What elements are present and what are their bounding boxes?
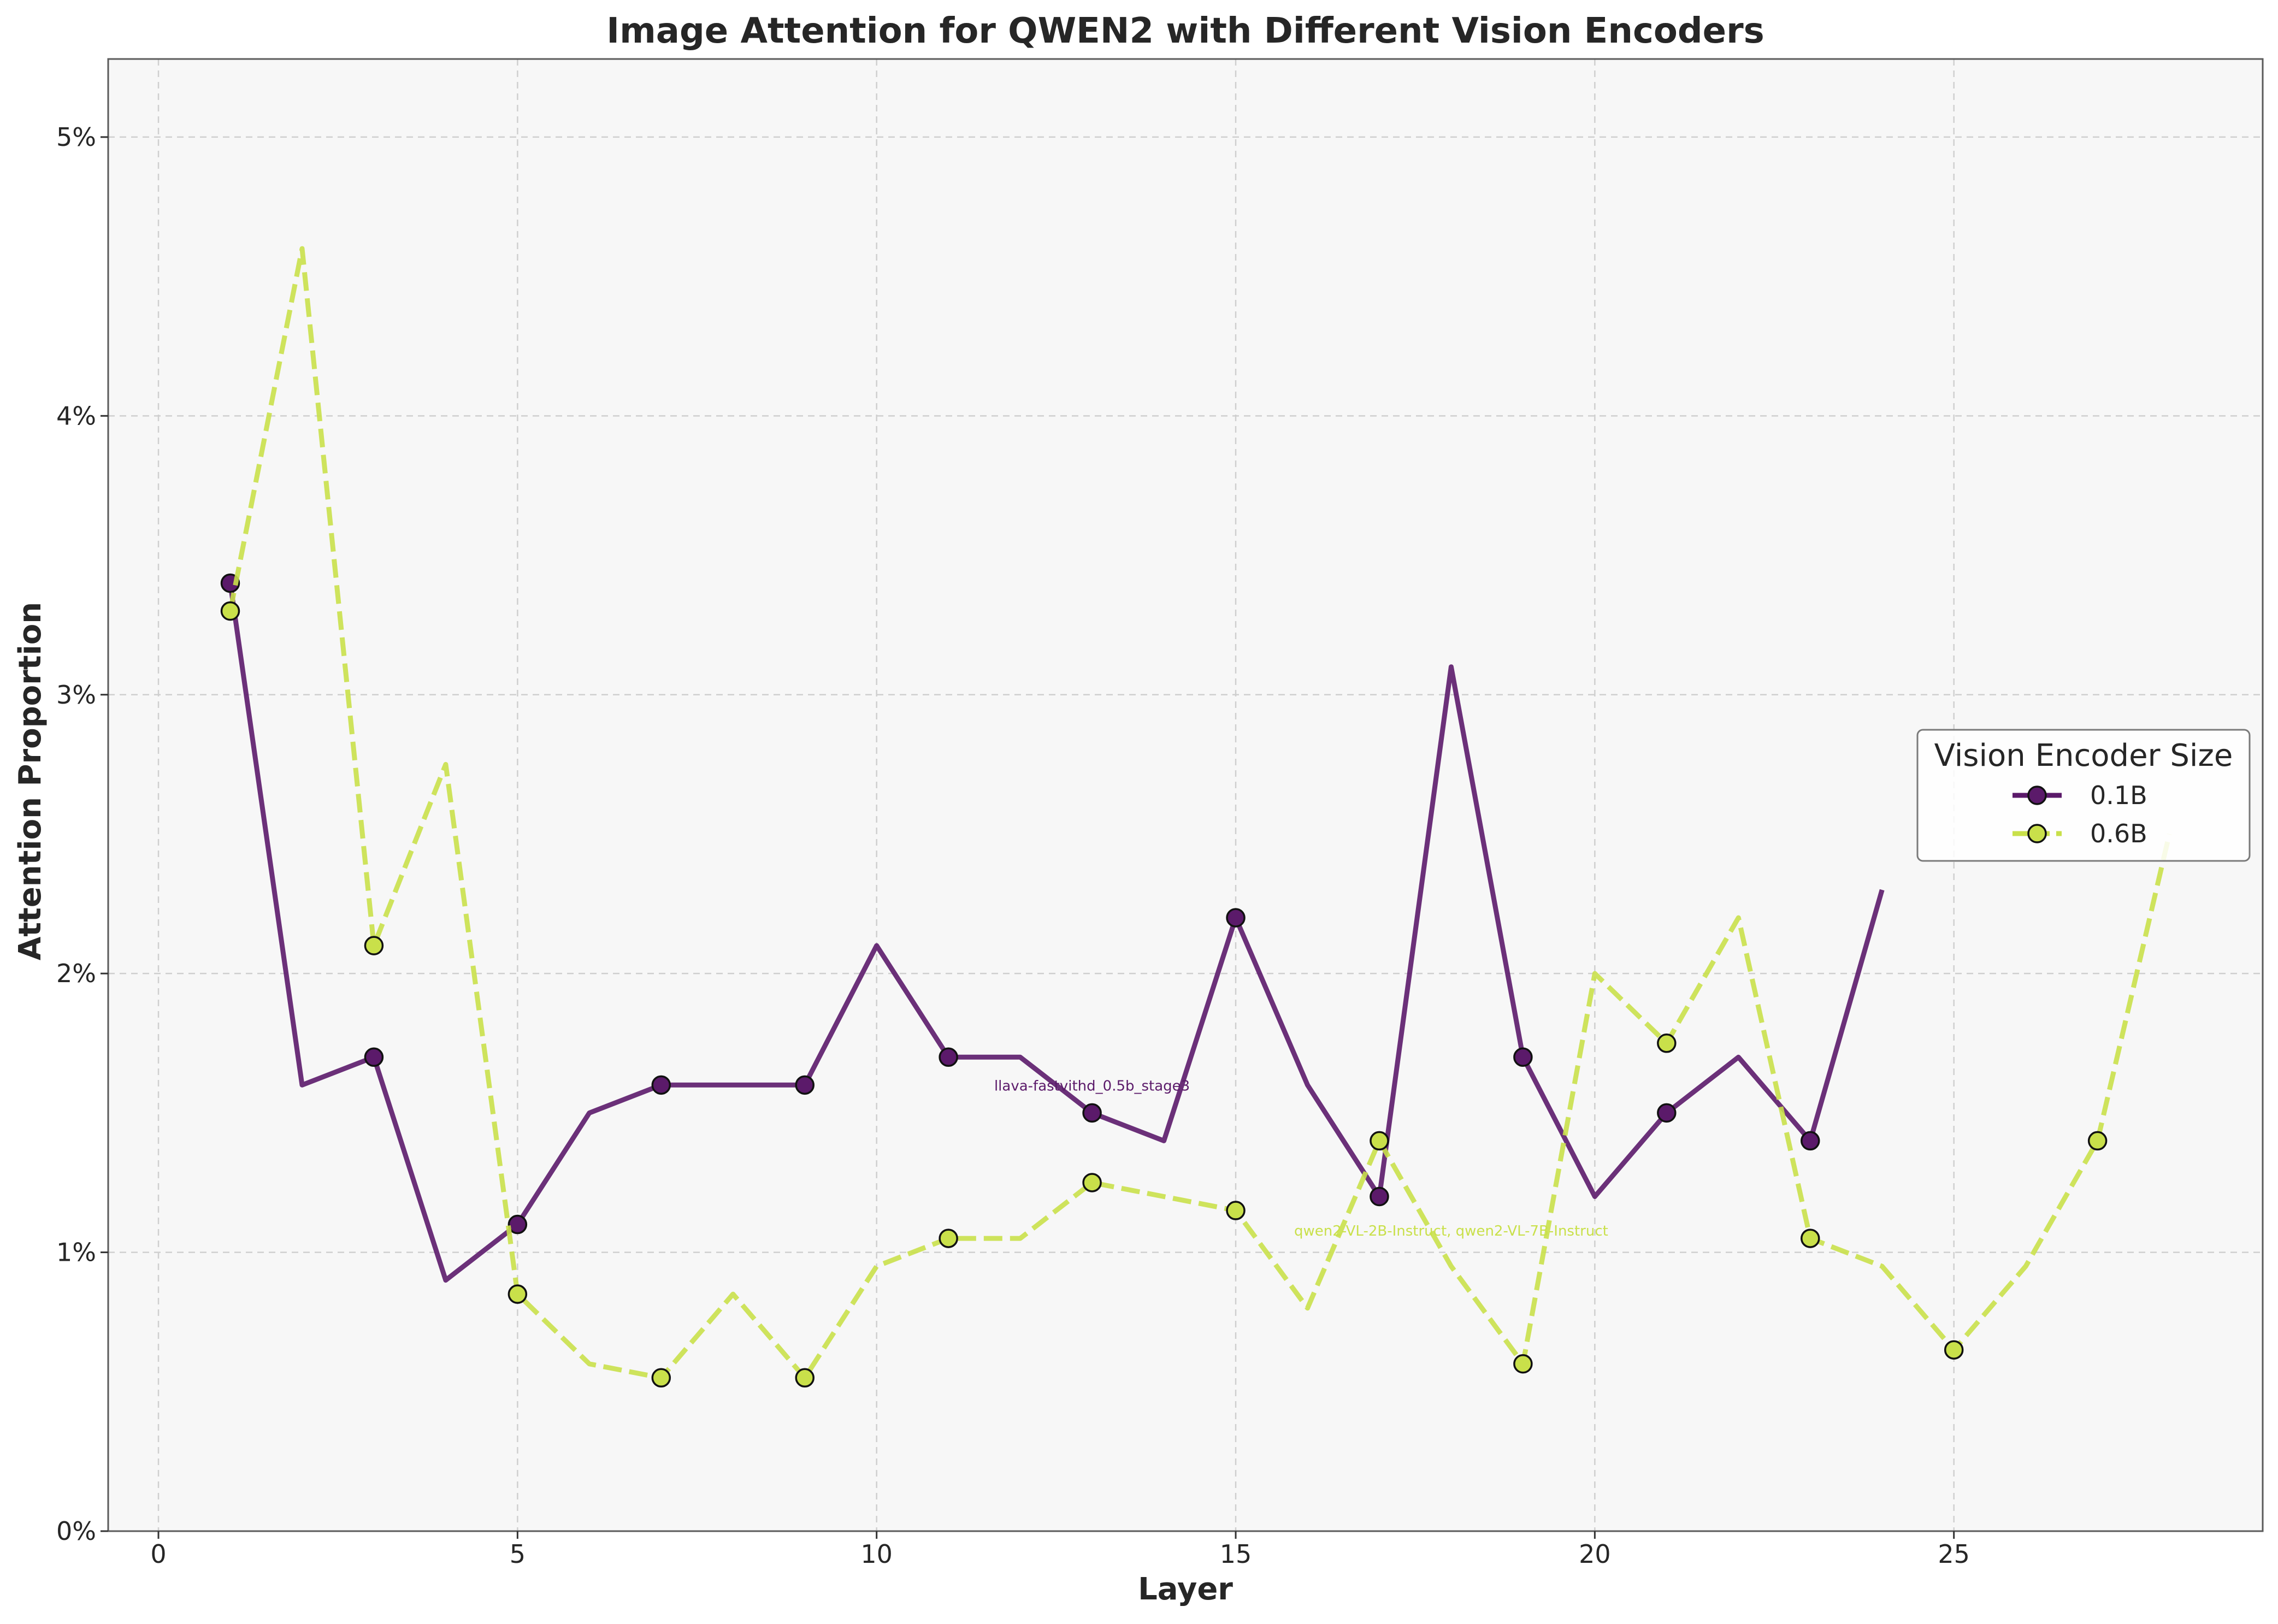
data-point <box>939 1229 958 1248</box>
data-point <box>795 1368 815 1388</box>
data-point <box>939 1047 958 1067</box>
y-tick-label: 4% <box>56 401 96 430</box>
chart-title: Image Attention for QWEN2 with Different… <box>606 11 1764 51</box>
data-point <box>364 1047 384 1067</box>
ticks: 0 5 10 15 20 25 0% 1% 2% 3% 4% 5% <box>56 122 1970 1569</box>
data-point <box>364 936 384 955</box>
x-tick-label: 0 <box>150 1539 166 1569</box>
data-point <box>1513 1354 1533 1374</box>
data-point <box>651 1368 671 1388</box>
data-point <box>1657 1034 1677 1053</box>
x-tick-label: 25 <box>1938 1539 1970 1569</box>
data-point <box>1370 1186 1389 1207</box>
legend-marker <box>2027 786 2047 805</box>
x-tick-label: 5 <box>510 1539 526 1569</box>
series-annotation: llava-fastvithd_0.5b_stage3 <box>994 1078 1190 1095</box>
data-point <box>1657 1103 1677 1123</box>
y-tick-label: 1% <box>56 1238 96 1267</box>
data-point <box>1082 1173 1102 1192</box>
x-tick-label: 20 <box>1579 1539 1611 1569</box>
legend-title: Vision Encoder Size <box>1934 738 2233 773</box>
data-point <box>1370 1131 1389 1151</box>
data-point <box>1944 1340 1964 1360</box>
y-tick-label: 0% <box>56 1516 96 1546</box>
plot-frame <box>107 58 2264 1532</box>
legend-entries: 0.1B 0.6B <box>2013 781 2147 848</box>
y-tick-label: 3% <box>56 680 96 710</box>
data-point <box>507 1214 528 1235</box>
data-point <box>795 1075 815 1095</box>
series-line <box>228 246 2172 1380</box>
legend-label: 0.1B <box>2090 781 2147 810</box>
series-0.6B: qwen2-VL-2B-Instruct, qwen2-VL-7B-Instru… <box>220 246 2172 1388</box>
series-layer: llava-fastvithd_0.5b_stage3 qwen2-VL-2B-I… <box>220 246 2172 1388</box>
data-point <box>1226 1201 1246 1220</box>
data-point <box>1226 908 1246 928</box>
legend-label: 0.6B <box>2090 819 2147 848</box>
data-point <box>651 1075 671 1095</box>
x-axis-label: Layer <box>1138 1572 1233 1607</box>
data-point <box>2087 1131 2108 1151</box>
data-point <box>1082 1103 1102 1123</box>
legend: Vision Encoder Size 0.1B 0.6B <box>1916 729 2251 862</box>
legend-entry: 0.6B <box>2013 819 2147 848</box>
series-line <box>228 582 1885 1283</box>
x-tick-label: 10 <box>860 1539 893 1569</box>
legend-marker <box>2027 824 2047 843</box>
series-annotation: qwen2-VL-2B-Instruct, qwen2-VL-7B-Instru… <box>1294 1223 1608 1239</box>
y-tick-label: 2% <box>56 959 96 988</box>
data-point <box>507 1284 528 1304</box>
data-point <box>1513 1047 1533 1067</box>
plot-area <box>108 59 2263 1531</box>
x-tick-label: 15 <box>1220 1539 1252 1569</box>
y-axis-label: Attention Proportion <box>13 602 48 960</box>
y-tick-label: 5% <box>56 122 96 152</box>
data-point <box>1801 1131 1820 1151</box>
legend-box <box>1916 729 2251 862</box>
data-point <box>1801 1229 1820 1248</box>
data-point <box>220 601 240 621</box>
series-0.1B: llava-fastvithd_0.5b_stage3 <box>220 573 1885 1283</box>
legend-entry: 0.1B <box>2013 781 2147 810</box>
